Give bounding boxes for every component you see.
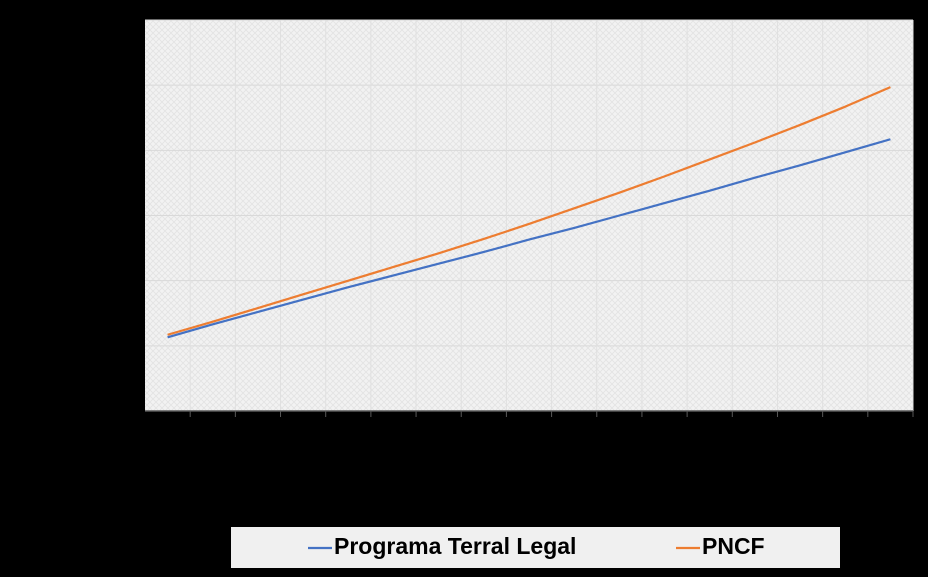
legend-label: Programa Terral Legal xyxy=(334,533,576,559)
legend-label: PNCF xyxy=(702,533,765,559)
x-axis xyxy=(145,410,914,417)
legend-box xyxy=(231,527,840,568)
grid xyxy=(145,19,914,412)
lines xyxy=(167,86,891,339)
series-line xyxy=(167,86,891,336)
legend: Programa Terral Legal PNCF xyxy=(308,533,765,559)
series-line xyxy=(167,138,891,339)
